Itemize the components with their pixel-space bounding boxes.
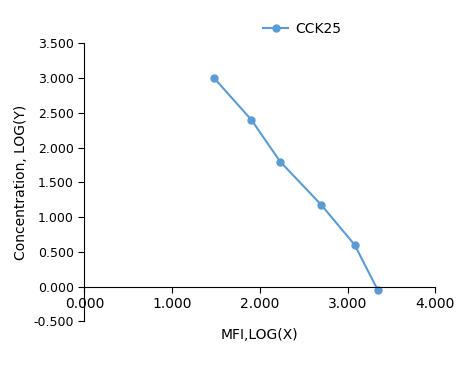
CCK25 [375, 287, 380, 292]
CCK25 [277, 159, 283, 164]
CCK25 [211, 76, 217, 80]
Y-axis label: Concentration, LOG(Y): Concentration, LOG(Y) [14, 105, 28, 260]
CCK25 [352, 242, 357, 247]
Line: CCK25: CCK25 [211, 74, 381, 293]
Legend: CCK25: CCK25 [257, 17, 347, 42]
CCK25 [318, 203, 324, 207]
X-axis label: MFI,LOG(X): MFI,LOG(X) [221, 328, 299, 342]
CCK25 [249, 118, 254, 122]
